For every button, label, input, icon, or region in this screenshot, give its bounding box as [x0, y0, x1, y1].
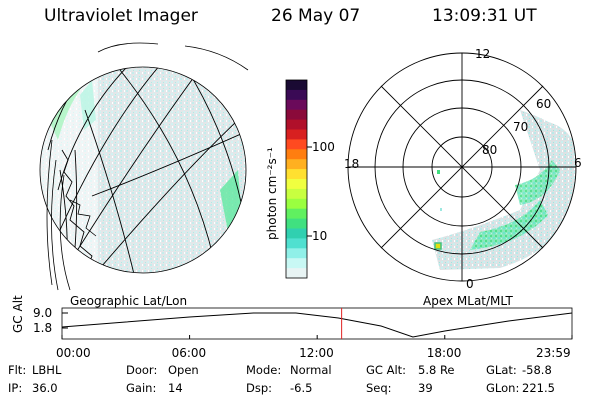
timeline-y-label: GC Alt — [11, 295, 25, 333]
footer-value: -58.8 — [522, 363, 552, 377]
footer-label: Mode: — [246, 363, 282, 377]
colorbar-tick-100: 100 — [312, 140, 335, 154]
mlat-label-80: 80 — [482, 143, 498, 157]
auroral-oval — [432, 110, 576, 270]
apex-panel — [347, 52, 577, 282]
footer-label: GC Alt: — [366, 363, 407, 377]
colorbar-segment — [286, 169, 307, 180]
footer-value: 5.8 Re — [418, 363, 455, 377]
colorbar-segment — [286, 208, 307, 220]
colorbar-segment — [286, 238, 307, 249]
polar-grid — [347, 52, 577, 282]
mlt-label-18: 18 — [344, 157, 360, 171]
mlt-label-0: 0 — [466, 277, 474, 291]
footer-label: Dsp: — [246, 381, 273, 395]
footer-label: GLat: — [486, 363, 517, 377]
footer-label: Door: — [126, 363, 158, 377]
colorbar-segment — [286, 248, 307, 259]
apex-caption: Apex MLat/MLT — [423, 294, 513, 308]
geographic-caption: Geographic Lat/Lon — [70, 294, 188, 308]
footer-label: Seq: — [366, 381, 392, 395]
colorbar-segment — [286, 80, 307, 91]
time-label: 13:09:31 UT — [432, 6, 537, 26]
colorbar-segment — [286, 218, 307, 229]
colorbar-segment — [286, 188, 307, 200]
footer-value: 14 — [168, 381, 183, 395]
mlt-label-12: 12 — [475, 47, 491, 61]
timeline-y-tick-max: 9.0 — [33, 306, 53, 320]
colorbar-segment — [286, 258, 307, 269]
timeline-y-tick-min: 1.8 — [33, 321, 53, 335]
footer-value: -6.5 — [290, 381, 313, 395]
colorbar-unit-label: photon cm⁻²s⁻¹ — [265, 147, 279, 240]
colorbar — [285, 79, 312, 279]
footer-value: Normal — [290, 363, 332, 377]
timeline-x-label: 00:00 — [56, 346, 91, 360]
mlt-label-6: 6 — [574, 156, 582, 170]
colorbar-segment — [286, 179, 307, 190]
timeline-x-label: 06:00 — [171, 346, 207, 360]
app-title: Ultraviolet Imager — [44, 6, 198, 26]
footer-label: Flt: — [8, 363, 27, 377]
date-label: 26 May 07 — [271, 6, 361, 26]
footer-value: LBHL — [32, 363, 62, 377]
footer-label: IP: — [8, 381, 23, 395]
colorbar-segment — [286, 89, 307, 101]
colorbar-segment — [286, 109, 307, 121]
sample-marker — [434, 242, 442, 250]
footer-value: Open — [168, 363, 199, 377]
mlat-label-60: 60 — [536, 97, 552, 111]
altitude-curve — [61, 312, 573, 338]
footer-value: 221.5 — [522, 381, 555, 395]
colorbar-tick-10: 10 — [312, 229, 328, 243]
mlat-label-70: 70 — [513, 120, 529, 134]
colorbar-segment — [286, 149, 307, 160]
timeline-x-label: 12:00 — [299, 346, 334, 360]
colorbar-segment — [286, 139, 307, 150]
geographic-panel — [39, 42, 249, 291]
footer-label: Gain: — [126, 381, 157, 395]
colorbar-segment — [286, 119, 307, 130]
footer-label: GLon: — [486, 381, 520, 395]
colorbar-segment — [286, 198, 307, 210]
timeline-x-label: 18:00 — [426, 346, 462, 360]
footer-value: 36.0 — [32, 381, 58, 395]
colorbar-segment — [286, 159, 307, 170]
colorbar-segment — [286, 228, 307, 239]
timeline-x-label: 23:59 — [536, 346, 571, 360]
timeline-panel — [61, 307, 573, 340]
footer-value: 39 — [418, 381, 433, 395]
colorbar-segment — [286, 268, 307, 279]
colorbar-segment — [286, 99, 307, 111]
colorbar-segment — [286, 129, 307, 140]
